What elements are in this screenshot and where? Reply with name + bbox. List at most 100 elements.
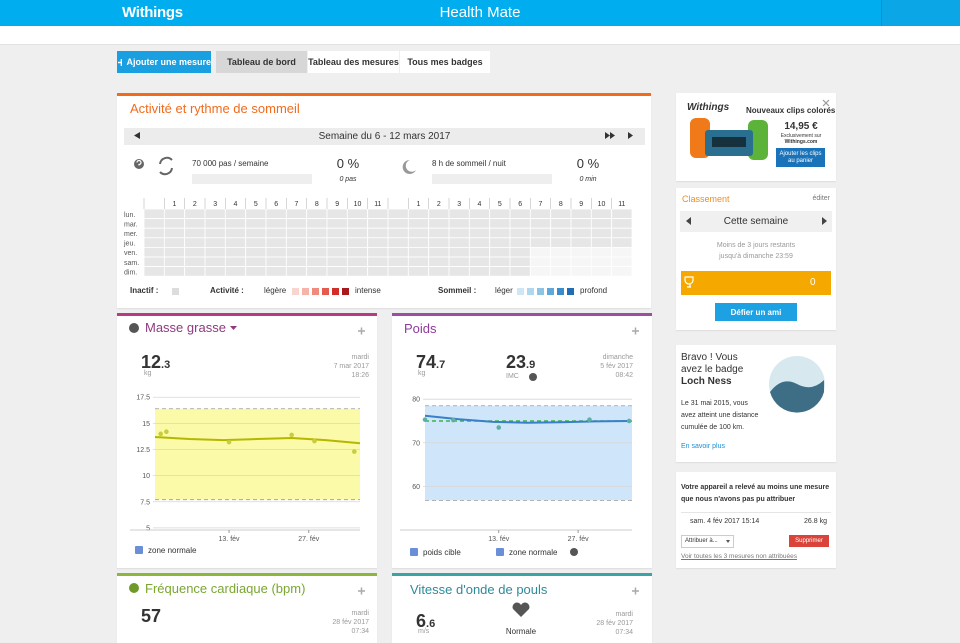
steps-goal: 70 000 pas / semaine	[192, 159, 269, 168]
bmi-label: IMC	[506, 373, 519, 380]
badge-text: Le 31 mai 2015, vous	[681, 400, 748, 407]
card-title: Poids	[404, 321, 437, 336]
heart-card	[117, 573, 377, 643]
sleep-percent: 0 %	[576, 156, 600, 171]
badge-headline: avez le badge	[681, 364, 744, 375]
measure-value: 26.8 kg	[804, 518, 827, 525]
ad-headline: Nouveaux clips colorés	[746, 106, 836, 115]
card-title: Activité et rythme de sommeil	[130, 101, 300, 116]
time: 08:42	[615, 372, 633, 379]
day: mardi	[351, 354, 369, 361]
badge-text: avez atteint une distance	[681, 412, 759, 419]
day: mardi	[615, 611, 633, 618]
activity-card	[117, 93, 651, 308]
plus-icon	[118, 58, 123, 66]
day: dimanche	[602, 354, 633, 361]
legend-label: Sommeil :	[438, 286, 477, 295]
value-dec: .9	[526, 359, 536, 371]
value: 12.3	[141, 352, 170, 373]
delete-button[interactable]: Supprimer	[789, 535, 829, 547]
badge-name: Loch Ness	[681, 376, 732, 387]
value: 74.7	[416, 352, 445, 373]
score-bar	[681, 271, 831, 295]
checkbox-label[interactable]: poids cible	[423, 548, 461, 557]
remaining: Moins de 3 jours restants	[716, 242, 796, 249]
unit: kg	[144, 370, 152, 377]
badge-headline: Bravo ! Vous	[681, 352, 738, 363]
brand[interactable]: Withings	[122, 4, 183, 21]
message: Votre appareil a relevé au moins une mes…	[681, 484, 830, 491]
legend-label: Inactif :	[130, 286, 159, 295]
value-dec: .6	[426, 618, 436, 630]
checkbox-label[interactable]: zone normale	[509, 548, 558, 557]
week-nav	[124, 128, 645, 145]
date: 5 fév 2017	[600, 363, 633, 370]
top-bar-right	[881, 0, 960, 26]
value-int: 23	[506, 352, 527, 372]
value: 6.6	[416, 611, 435, 632]
checkbox-label[interactable]: zone normale	[148, 546, 197, 555]
ad-price: 14,95 €	[784, 121, 818, 132]
badge-link[interactable]: En savoir plus	[681, 443, 725, 450]
value-dec: .3	[161, 359, 171, 371]
period-bar	[680, 211, 832, 232]
add-button[interactable]: Ajouter une mesure	[117, 51, 211, 73]
date: 28 fév 2017	[332, 619, 369, 626]
legend-label: léger	[495, 286, 513, 295]
ad-note: Exclusivement sur	[780, 133, 822, 139]
value-int: 74	[416, 352, 437, 372]
card-title[interactable]: Masse grasse	[145, 320, 226, 335]
tab[interactable]: Tous mes badges	[400, 51, 490, 73]
legend-label: profond	[580, 286, 608, 295]
assign-select[interactable]: Attribuer à...	[681, 535, 734, 548]
unit: kg	[418, 370, 426, 377]
top-bar	[0, 0, 960, 26]
remaining: jusqu'à dimanche 23:59	[719, 253, 793, 260]
week-label: Semaine du 6 - 12 mars 2017	[318, 131, 451, 142]
ad-brand: Withings	[687, 102, 730, 113]
date: 7 mar 2017	[333, 363, 369, 370]
date: 28 fév 2017	[596, 620, 633, 627]
time: 18:26	[351, 372, 369, 379]
steps-percent: 0 %	[336, 156, 360, 171]
separator	[681, 512, 831, 513]
bmi: 23.9	[506, 352, 535, 373]
ad-note: Withings.com	[784, 139, 818, 145]
time: 07:34	[351, 628, 369, 635]
measure-date: sam. 4 fév 2017 15:14	[690, 518, 760, 525]
card-title: Fréquence cardiaque (bpm)	[145, 581, 306, 596]
sub-bar	[0, 26, 960, 45]
ranking-title: Classement	[682, 194, 730, 204]
period: Cette semaine	[723, 216, 789, 227]
day: mardi	[351, 610, 369, 617]
badge-text: cumulée de 100 km.	[681, 424, 745, 431]
tab[interactable]: Tableau de bord	[216, 51, 307, 73]
value-dec: .7	[436, 359, 446, 371]
progress-bar	[192, 174, 312, 184]
time: 07:34	[615, 629, 633, 636]
status: Normale	[505, 627, 537, 636]
legend-label: intense	[355, 286, 381, 295]
challenge-button[interactable]: Défier un ami	[715, 303, 797, 321]
add-label: Ajouter une mesure	[126, 57, 211, 67]
score: 0	[810, 277, 816, 288]
assign-label: Attribuer à...	[685, 538, 718, 544]
value-int: 6	[416, 611, 427, 631]
value: 57	[141, 606, 162, 626]
legend-label: légère	[264, 286, 287, 295]
steps-value: 0 pas	[339, 176, 357, 183]
all-link[interactable]: Voir toutes les 3 mesures non attribuées	[681, 553, 797, 560]
sleep-value: 0 min	[579, 176, 597, 183]
unit: m/s	[418, 628, 430, 635]
edit-link[interactable]: éditer	[812, 195, 830, 202]
legend-label: Activité :	[210, 286, 244, 295]
unattributed-card	[676, 472, 836, 568]
card-title: Vitesse d'onde de pouls	[410, 582, 548, 597]
progress-bar	[432, 174, 552, 184]
tab[interactable]: Tableau des mesures	[308, 51, 399, 73]
value-int: 12	[141, 352, 162, 372]
ad-button[interactable]: Ajouter les clips au panier	[776, 148, 825, 167]
sleep-goal: 8 h de sommeil / nuit	[432, 159, 506, 168]
